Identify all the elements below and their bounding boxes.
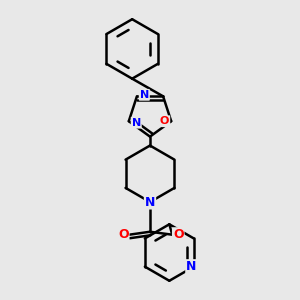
Text: N: N bbox=[145, 196, 155, 208]
Text: N: N bbox=[132, 118, 141, 128]
Text: N: N bbox=[186, 260, 197, 273]
Text: N: N bbox=[140, 90, 149, 100]
Text: O: O bbox=[118, 228, 129, 241]
Text: O: O bbox=[160, 116, 169, 126]
Text: O: O bbox=[173, 228, 184, 241]
